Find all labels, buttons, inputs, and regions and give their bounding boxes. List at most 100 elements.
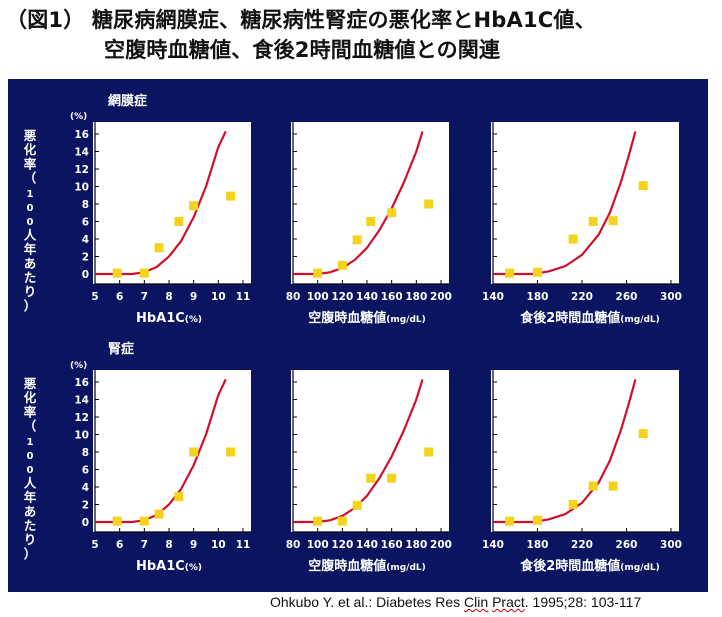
plot-area xyxy=(491,370,679,532)
data-point xyxy=(366,473,376,483)
data-point xyxy=(226,447,236,457)
y-tick-label: 14 xyxy=(74,147,89,159)
x-axis-label: 空腹時血糖値(mg/dL) xyxy=(308,310,426,326)
x-tick-label: 6 xyxy=(116,539,123,551)
x-tick-label: 180 xyxy=(527,539,549,551)
citation-journal-b: Pract xyxy=(492,594,525,610)
x-axis-label: 食後2時間血糖値(mg/dL) xyxy=(520,558,660,574)
data-point xyxy=(313,516,323,526)
data-point xyxy=(424,447,434,457)
risk-curve xyxy=(95,130,227,276)
y-tick-label: 6 xyxy=(82,217,89,229)
y-axis-title-char: 率 xyxy=(24,404,37,419)
data-point xyxy=(638,181,648,191)
data-point xyxy=(174,217,184,226)
y-tick-label: 8 xyxy=(82,199,89,211)
data-point xyxy=(139,268,149,278)
x-axis-label-main: HbA1C xyxy=(136,311,185,326)
x-tick-label: 260 xyxy=(616,291,638,303)
data-point xyxy=(638,429,648,439)
x-axis-label: HbA1C(%) xyxy=(136,311,202,326)
x-tick-label: 160 xyxy=(381,291,403,303)
y-axis-title-char: 年 xyxy=(24,242,37,257)
y-axis-title-char: あ xyxy=(24,256,37,271)
y-axis-title-char: 化 xyxy=(24,390,37,405)
x-tick-label: 8 xyxy=(165,291,172,303)
figure-title-line1: （図1） 糖尿病網膜症、糖尿病性腎症の悪化率とHbA1C値、 xyxy=(6,8,596,32)
data-point xyxy=(505,268,515,278)
y-tick-label: 12 xyxy=(74,164,89,176)
data-point xyxy=(154,243,164,253)
x-tick-label: 140 xyxy=(356,539,378,551)
data-point xyxy=(588,481,598,491)
y-axis-title-char: 年 xyxy=(24,490,37,505)
citation-prefix: Ohkubo Y. et al.: Diabetes Res xyxy=(270,594,465,610)
x-tick-label: 180 xyxy=(527,291,549,303)
x-tick-label: 5 xyxy=(91,539,98,551)
x-tick-label: 160 xyxy=(381,539,403,551)
y-axis-title-char: 1 xyxy=(27,189,34,200)
citation: Ohkubo Y. et al.: Diabetes Res Clin Prac… xyxy=(270,594,641,610)
data-point xyxy=(533,515,542,525)
data-point xyxy=(139,516,149,526)
x-tick-label: 7 xyxy=(141,539,148,551)
x-tick-label: 9 xyxy=(190,291,197,303)
y-tick-label: 0 xyxy=(82,269,89,281)
plot-area xyxy=(491,122,679,284)
y-axis-title-char: 0 xyxy=(27,465,34,476)
data-point xyxy=(112,268,122,278)
x-tick-label: 5 xyxy=(91,291,98,303)
x-tick-label: 200 xyxy=(430,539,452,551)
x-axis-label-unit: (mg/dL) xyxy=(386,315,426,325)
x-tick-label: 6 xyxy=(116,291,123,303)
data-point xyxy=(189,201,199,211)
plot-area xyxy=(93,370,251,532)
y-axis-title-char: り xyxy=(24,532,37,547)
data-point xyxy=(505,516,515,526)
plot-area xyxy=(93,122,251,284)
x-tick-label: 11 xyxy=(236,539,251,551)
x-axis-label-main: 食後2時間血糖値 xyxy=(520,558,620,574)
x-axis-label: HbA1C(%) xyxy=(136,559,202,574)
data-point xyxy=(189,447,199,457)
x-tick-label: 80 xyxy=(286,539,301,551)
data-point xyxy=(337,260,347,270)
y-axis-title-char: 悪 xyxy=(24,376,37,391)
risk-curve xyxy=(293,379,424,524)
x-tick-label: 220 xyxy=(571,291,593,303)
y-axis-title-char: 人 xyxy=(24,475,37,490)
y-axis-title-char: 0 xyxy=(27,203,34,214)
x-axis-label-unit: (mg/dL) xyxy=(620,563,660,573)
y-tick-label: 16 xyxy=(74,129,89,141)
x-tick-label: 300 xyxy=(660,539,682,551)
plot-area xyxy=(291,370,449,532)
y-axis-title-char: （ xyxy=(24,171,37,186)
x-axis-label: 食後2時間血糖値(mg/dL) xyxy=(520,310,660,326)
data-point xyxy=(337,516,347,526)
y-axis-title-char: 悪 xyxy=(24,128,37,143)
data-point xyxy=(112,516,122,526)
x-tick-label: 11 xyxy=(236,291,251,303)
y-axis-title-char: 人 xyxy=(24,227,37,242)
y-tick-label: 14 xyxy=(74,395,89,407)
x-tick-label: 100 xyxy=(307,539,329,551)
data-point xyxy=(313,268,323,278)
x-tick-label: 300 xyxy=(660,291,682,303)
x-axis-label: 空腹時血糖値(mg/dL) xyxy=(308,558,426,574)
y-tick-label: 12 xyxy=(74,412,89,424)
x-axis-label-main: HbA1C xyxy=(136,559,185,574)
x-tick-label: 180 xyxy=(405,291,427,303)
x-tick-label: 140 xyxy=(482,291,504,303)
x-axis-label-unit: (%) xyxy=(185,563,202,573)
data-point xyxy=(608,481,618,491)
citation-journal-a: Clin xyxy=(464,594,489,610)
plot-area xyxy=(291,122,449,284)
y-tick-label: 4 xyxy=(82,482,89,494)
x-tick-label: 80 xyxy=(286,291,301,303)
x-tick-label: 100 xyxy=(307,291,329,303)
y-axis-title-char: 化 xyxy=(24,142,37,157)
y-tick-label: 4 xyxy=(82,234,89,246)
x-axis-label-main: 食後2時間血糖値 xyxy=(520,310,620,326)
y-axis-title-char: た xyxy=(24,518,37,533)
data-point xyxy=(588,217,598,226)
